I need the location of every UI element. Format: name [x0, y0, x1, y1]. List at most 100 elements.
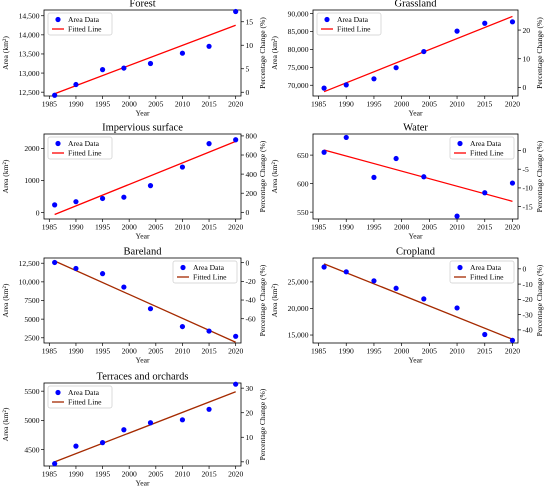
x-tick-label: 2005 — [148, 223, 163, 232]
data-point — [371, 278, 377, 284]
right-y-tick-label: 800 — [246, 132, 258, 141]
right-y-tick-label: 600 — [246, 151, 258, 160]
x-tick-label: 1995 — [95, 223, 110, 232]
right-y-tick-label: 20 — [246, 408, 254, 417]
y-tick-label: 13,500 — [19, 50, 40, 59]
x-tick-label: 2005 — [422, 223, 437, 232]
chart-title: Impervious surface — [102, 123, 183, 134]
plot-frame — [312, 257, 519, 344]
x-tick-label: 2020 — [228, 347, 243, 356]
x-axis-label: Year — [136, 109, 150, 118]
data-point — [73, 199, 79, 205]
data-point — [421, 174, 427, 180]
data-point — [179, 164, 186, 170]
y-tick-label: 10,000 — [19, 278, 40, 287]
data-point — [454, 28, 460, 34]
x-tick-label: 2015 — [201, 223, 216, 232]
legend-label-fitted-line: Fitted Line — [68, 25, 102, 34]
fitted-line — [54, 24, 236, 95]
fitted-line — [323, 263, 513, 340]
x-axis-label: Year — [409, 356, 423, 365]
x-tick-label: 2015 — [201, 347, 216, 356]
data-point — [99, 440, 106, 446]
legend-label-fitted-line: Fitted Line — [68, 398, 102, 407]
chart-title: Water — [403, 123, 428, 134]
x-tick-label: 1990 — [68, 223, 83, 232]
y-tick-label: 12,500 — [19, 259, 40, 268]
y-tick-label: 650 — [297, 151, 309, 160]
x-tick-label: 2015 — [201, 470, 216, 479]
data-point — [179, 50, 186, 56]
data-point — [121, 65, 127, 71]
x-tick-label: 2010 — [449, 100, 464, 109]
data-point — [233, 333, 239, 339]
right-y-tick-label: -40 — [523, 326, 533, 335]
y-tick-label: 85,000 — [288, 27, 309, 36]
x-tick-label: 2020 — [228, 100, 243, 109]
legend-label-area-data: Area Data — [193, 263, 225, 272]
x-tick-label: 2010 — [175, 100, 190, 109]
y-axis-label: Area (km²) — [1, 36, 10, 70]
y-tick-label: 5500 — [24, 387, 39, 396]
x-tick-label: 2000 — [122, 223, 137, 232]
x-axis-label: Year — [136, 356, 150, 365]
right-y-tick-label: 15 — [246, 17, 254, 26]
right-y-tick-label: 10 — [246, 433, 254, 442]
legend-marker-area-data — [55, 16, 61, 23]
data-point — [321, 85, 327, 91]
x-tick-label: 2015 — [201, 100, 216, 109]
right-y-tick-label: 0 — [246, 208, 250, 217]
y-tick-label: 7500 — [24, 296, 39, 305]
x-tick-label: 1995 — [366, 100, 381, 109]
right-y-tick-label: 0 — [246, 258, 250, 267]
y-tick-label: 4500 — [24, 445, 39, 454]
chart-title: Forest — [129, 0, 155, 10]
x-tick-label: 1995 — [95, 470, 110, 479]
right-y-tick-label: -20 — [246, 277, 256, 286]
chart-panel: Water 1985 1990 1995 2000 2005 2010 2015 2020 Yea… — [270, 123, 544, 241]
data-point — [233, 8, 239, 15]
legend-marker-area-data — [457, 264, 463, 271]
x-tick-label: 2005 — [422, 100, 437, 109]
plot-frame — [312, 9, 519, 97]
x-tick-label: 1990 — [339, 223, 354, 232]
x-tick-label: 2000 — [394, 223, 409, 232]
y-tick-label: 12,500 — [19, 88, 40, 97]
plot-frame — [43, 133, 242, 220]
data-point — [52, 92, 58, 98]
plot-frame — [43, 9, 242, 97]
x-tick-label: 1995 — [366, 223, 381, 232]
data-point — [321, 149, 327, 155]
legend-marker-area-data — [55, 140, 61, 147]
data-point — [482, 190, 488, 196]
data-point — [371, 76, 377, 82]
x-tick-label: 1985 — [42, 100, 57, 109]
x-tick-label: 2000 — [122, 100, 137, 109]
right-y-tick-label: -5 — [523, 165, 530, 174]
x-tick-label: 2005 — [148, 100, 163, 109]
y-tick-label: 5000 — [24, 416, 39, 425]
x-tick-label: 2020 — [505, 347, 520, 356]
right-y-axis-label: Percentage Change (%) — [535, 264, 544, 336]
chart-panel: Cropland 1985 1990 1995 2000 2005 2010 2015 2020… — [270, 247, 544, 365]
right-y-tick-label: 10 — [523, 54, 531, 63]
right-y-tick-label: 0 — [246, 458, 250, 467]
data-point — [121, 284, 127, 290]
data-point — [99, 67, 106, 73]
right-y-tick-label: 5 — [246, 64, 250, 73]
x-tick-label: 1990 — [339, 100, 354, 109]
x-tick-label: 2015 — [477, 223, 492, 232]
x-tick-label: 2015 — [477, 100, 492, 109]
y-tick-label: 14,500 — [19, 11, 40, 20]
data-point — [393, 285, 399, 291]
x-tick-label: 1990 — [339, 347, 354, 356]
x-tick-label: 2000 — [394, 347, 409, 356]
x-tick-label: 1985 — [42, 470, 57, 479]
data-point — [121, 427, 127, 433]
y-tick-label: 90,000 — [288, 9, 309, 18]
